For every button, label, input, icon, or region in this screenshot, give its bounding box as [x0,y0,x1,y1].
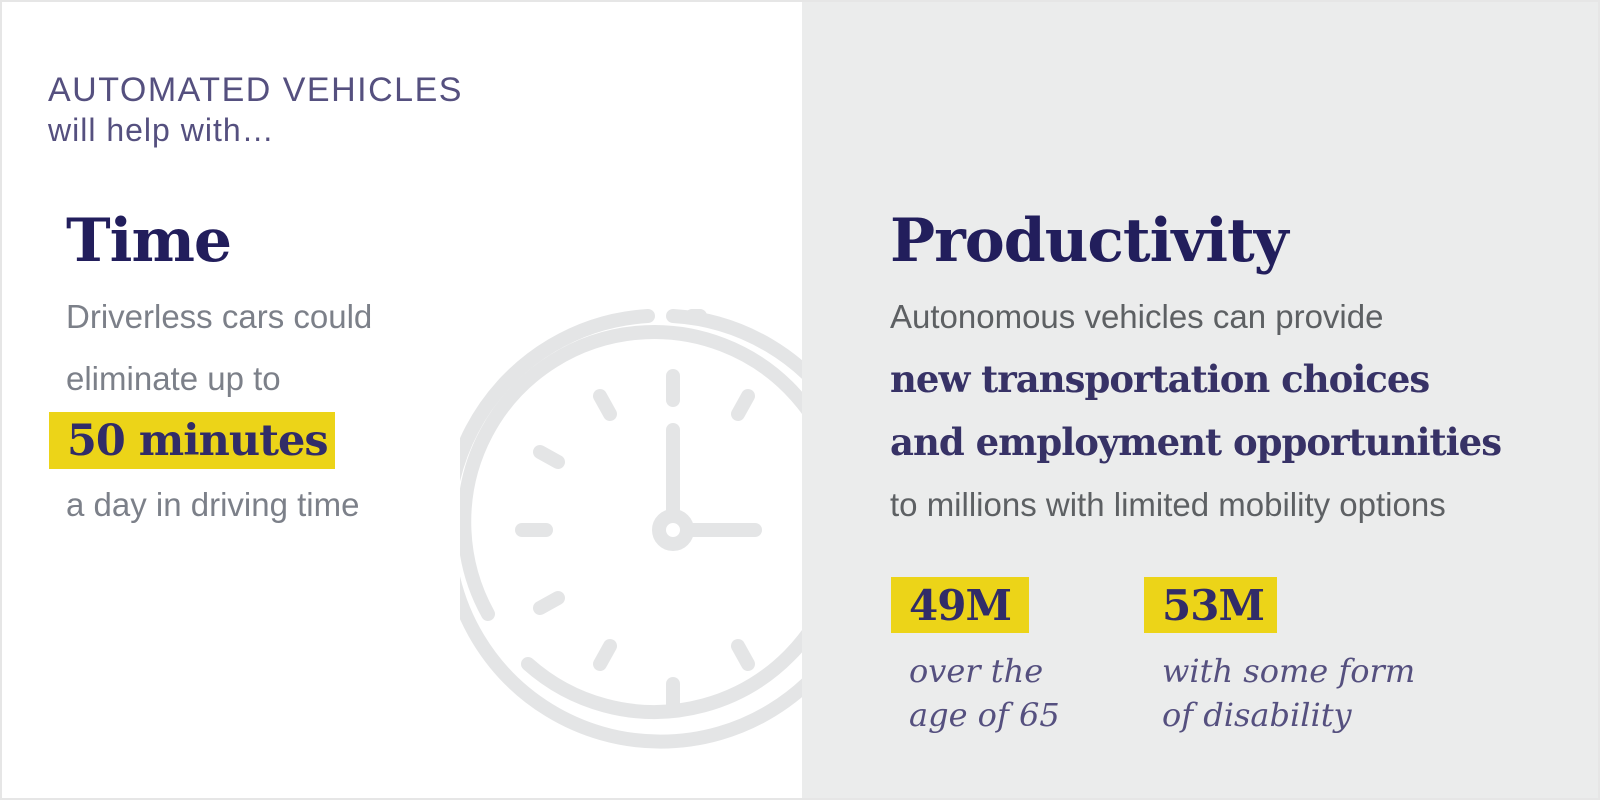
productivity-emphasis-line-1: new transportation choices [890,357,1430,401]
time-body-line-1: Driverless cars could [66,298,373,335]
productivity-body-line-1: Autonomous vehicles can provide [890,298,1384,335]
time-body-line-2: eliminate up to [66,360,281,397]
stat-seniors-caption-line-1: over the [909,652,1044,690]
stat-seniors-value: 49M [891,577,1029,633]
stat-disability-caption-line-2: of disability [1162,696,1352,734]
productivity-emphasis-line-2: and employment opportunities [890,420,1502,464]
stat-seniors-caption-line-2: age of 65 [909,696,1060,734]
eyebrow-title: AUTOMATED VEHICLES [48,71,463,109]
time-body-line-3: a day in driving time [66,486,360,523]
stat-disability-caption-line-1: with some form [1162,652,1416,690]
time-title: Time [66,206,232,276]
header-eyebrow: AUTOMATED VEHICLES will help with… [48,70,463,150]
productivity-title: Productivity [890,206,1289,276]
productivity-body-line-2: to millions with limited mobility option… [890,486,1446,523]
minutes-highlight: 50 minutes [49,412,335,469]
eyebrow-subtitle: will help with… [48,112,275,148]
clock-icon [460,308,802,749]
productivity-panel [802,2,1598,798]
stat-seniors-caption: over the age of 65 [909,649,1060,737]
stat-disability-caption: with some form of disability [1162,649,1415,737]
time-panel: AUTOMATED VEHICLES will help with… Time … [2,2,802,798]
stat-disability-value: 53M [1144,577,1277,633]
